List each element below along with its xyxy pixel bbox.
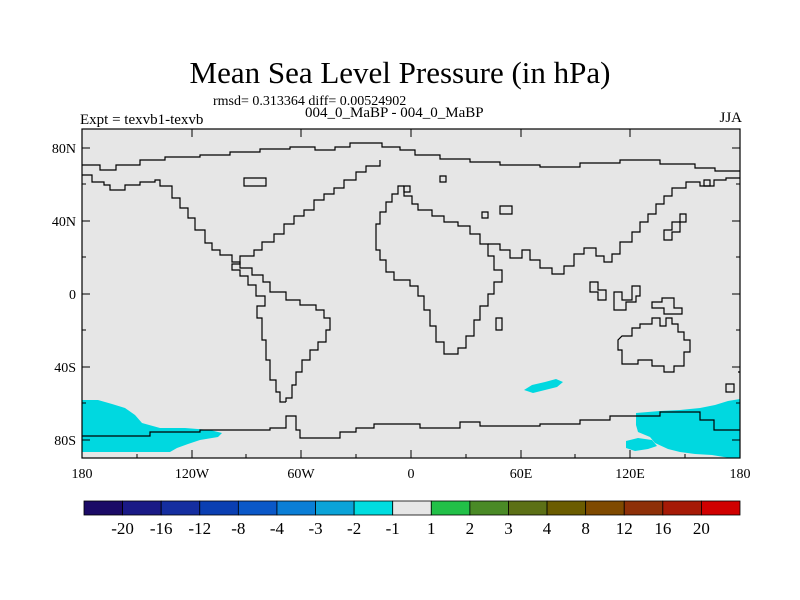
colorbar-label: -8: [231, 519, 245, 538]
lon-label-0: 0: [408, 467, 415, 482]
lon-label-180w: 180: [72, 467, 93, 482]
coast-black-sea: [499, 205, 513, 215]
coast-greenland-islands: [243, 177, 267, 187]
lat-label-eq: 0: [69, 288, 76, 303]
coast-north-america-arctic: [82, 142, 740, 172]
coast-caspian: [481, 211, 489, 219]
lat-label-40n: 40N: [52, 215, 76, 230]
colorbar-bin: [662, 500, 702, 516]
colorbar-bin: [353, 500, 394, 516]
coast-southeast-asia: [589, 281, 607, 301]
coast-americas-east: [231, 160, 381, 403]
anomaly-region-antarctic-east: [626, 438, 657, 451]
anomaly-region-south-indian: [524, 379, 563, 393]
colorbar-label: 8: [581, 519, 590, 538]
colorbar-bin: [392, 500, 432, 516]
colorbar-label: 3: [504, 519, 513, 538]
colorbar-label: 1: [427, 519, 436, 538]
coast-arctic-island-1: [439, 175, 447, 183]
colorbar-bin: [623, 500, 664, 516]
coastlines: [82, 142, 740, 439]
coast-indonesia: [613, 285, 641, 311]
rmsd-diff-stats: rmsd= 0.313364 diff= 0.00524902: [213, 94, 407, 109]
colorbar-bin: [83, 500, 123, 516]
lat-label-80n: 80N: [52, 142, 76, 157]
colorbar-bin: [469, 500, 509, 516]
colorbar-label: 12: [616, 519, 633, 538]
coast-australia: [617, 317, 691, 373]
colorbar-label: 20: [693, 519, 710, 538]
colorbar-bin: [276, 500, 316, 516]
colorbar-bin: [199, 500, 239, 516]
colorbar-bin: [546, 500, 587, 516]
colorbar-label: 16: [654, 519, 671, 538]
colorbar-label: -12: [188, 519, 211, 538]
colorbar-bin: [315, 500, 355, 516]
experiment-label: Expt = texvb1-texvb: [80, 112, 204, 128]
coast-britain: [403, 185, 411, 193]
colorbar-label: -4: [270, 519, 285, 538]
coast-japan: [663, 213, 687, 241]
lat-label-80s: 80S: [54, 434, 76, 449]
colorbar-label: -2: [347, 519, 361, 538]
colorbar-label: -3: [308, 519, 322, 538]
colorbar-bin: [160, 500, 201, 516]
lon-ticks: [136, 129, 686, 458]
colorbar-label: -20: [111, 519, 134, 538]
plot-title: Mean Sea Level Pressure (in hPa): [189, 55, 611, 90]
coast-asia: [488, 177, 740, 275]
coast-new-guinea: [651, 297, 683, 315]
lon-label-120w: 120W: [175, 467, 210, 482]
colorbar-bin: [237, 500, 278, 516]
colorbar: -20 -16 -12 -8 -4 -3 -2 -1 1 2 3 4 8 12 16 20: [83, 500, 741, 538]
anomaly-region-southwest: [82, 400, 222, 452]
season-label: JJA: [719, 110, 742, 126]
colorbar-bin: [701, 500, 741, 516]
lon-label-60w: 60W: [287, 467, 315, 482]
lat-ticks: [82, 147, 740, 441]
colorbar-label: 2: [466, 519, 475, 538]
colorbar-bin: [122, 500, 162, 516]
anomaly-regions: [82, 379, 740, 458]
colorbar-label: -16: [150, 519, 173, 538]
colorbar-label: -1: [386, 519, 400, 538]
anomaly-region-southeast: [636, 399, 740, 458]
coast-arctic-island-2: [703, 179, 711, 187]
map-background: [82, 129, 740, 458]
coast-madagascar: [495, 317, 503, 331]
colorbar-bin: [585, 500, 625, 516]
colorbar-bin: [508, 500, 548, 516]
colorbar-bin: [430, 500, 471, 516]
coast-eurasia-africa: [375, 185, 503, 355]
lat-label-40s: 40S: [54, 361, 76, 376]
lon-label-120e: 120E: [615, 467, 645, 482]
period-label: 004_0_MaBP - 004_0_MaBP: [305, 105, 484, 121]
coast-antarctica: [82, 411, 740, 439]
lon-label-60e: 60E: [510, 467, 533, 482]
lon-label-180e: 180: [730, 467, 751, 482]
colorbar-label: 4: [543, 519, 552, 538]
